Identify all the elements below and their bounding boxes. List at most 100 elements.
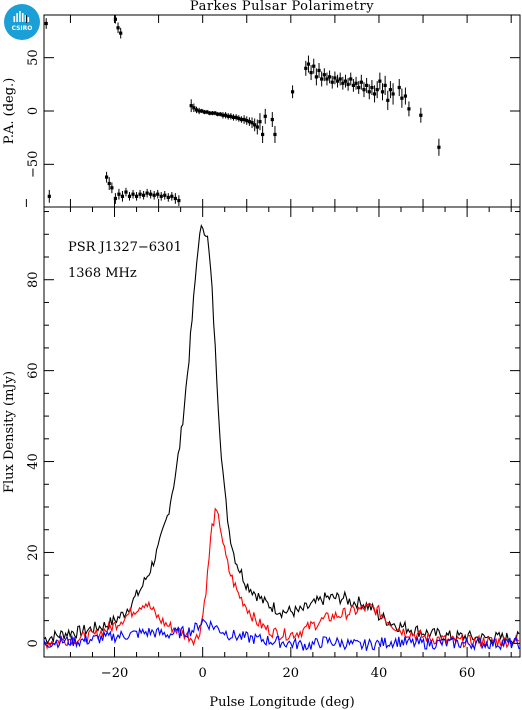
flux-series-line-1 — [43, 507, 520, 650]
pa-point — [213, 111, 217, 115]
pa-point — [419, 113, 423, 117]
pa-point — [177, 199, 181, 203]
pa-point — [437, 145, 441, 149]
pa-point — [375, 88, 379, 92]
flux-y-tick-label: 40 — [26, 453, 41, 470]
flux-x-tick-label: 60 — [459, 666, 476, 681]
pa-point — [245, 119, 249, 123]
pa-point — [349, 77, 353, 81]
pa-point — [391, 92, 395, 96]
pa-point — [397, 85, 401, 90]
pa-point — [173, 196, 177, 201]
flux-y-tick-label: 60 — [26, 362, 41, 379]
chart-title: Parkes Pulsar Polarimetry — [190, 0, 374, 14]
pa-point — [383, 83, 387, 87]
flux-x-tick-label: −20 — [101, 666, 128, 681]
pa-point — [119, 31, 123, 35]
pa-point — [386, 98, 390, 102]
pa-point — [189, 104, 193, 108]
pa-point — [309, 71, 313, 75]
pa-point — [44, 21, 48, 26]
pa-point — [250, 121, 254, 125]
pa-y-tick-label: −50 — [26, 151, 41, 178]
pa-point — [202, 110, 207, 114]
pa-panel-frame — [43, 14, 521, 208]
x-axis-label: Pulse Longitude (deg) — [209, 695, 354, 710]
pa-point — [359, 80, 363, 84]
pa-point — [192, 106, 196, 110]
pa-point — [197, 109, 201, 113]
frequency-annotation: 1368 MHz — [68, 266, 137, 281]
flux-series-line-2 — [43, 618, 520, 652]
pulsar-name-annotation: PSR J1327−6301 — [68, 240, 182, 255]
pa-point — [216, 112, 220, 116]
flux-y-axis-label: Flux Density (mJy) — [2, 371, 17, 493]
pa-point — [210, 111, 214, 115]
pa-point — [131, 192, 135, 196]
pa-point — [226, 114, 230, 118]
pa-point — [306, 62, 311, 66]
csiro-logo: CSIRO — [4, 4, 40, 40]
pa-point — [325, 77, 329, 81]
pa-point — [117, 192, 121, 196]
pa-y-axis-label: P.A. (deg.) — [2, 78, 17, 145]
pa-point — [388, 88, 393, 92]
pa-point — [229, 114, 233, 118]
pa-point — [261, 132, 265, 137]
csiro-logo-bars-icon — [13, 11, 30, 22]
pa-y-tick-label: 0 — [26, 107, 41, 115]
pa-point — [124, 190, 128, 194]
pa-point — [365, 83, 369, 87]
pa-point — [142, 193, 146, 197]
flux-y-tick-label: 0 — [26, 639, 41, 647]
pa-point — [273, 132, 277, 137]
pa-point — [407, 107, 411, 111]
pa-point — [149, 192, 153, 196]
pa-point — [253, 123, 257, 127]
pa-point — [194, 108, 199, 112]
pa-point — [239, 117, 244, 122]
flux-x-tick-label: 40 — [371, 666, 388, 681]
pa-point — [378, 79, 382, 83]
pa-panel: −50 0 50 P.A. (deg.) — [2, 14, 521, 208]
pa-point — [138, 192, 142, 196]
pa-point — [247, 120, 251, 124]
pa-point — [242, 117, 246, 122]
pa-point — [343, 79, 348, 83]
pa-point — [221, 113, 225, 117]
pa-point — [120, 194, 125, 198]
pa-point — [113, 17, 117, 21]
pa-point — [312, 64, 316, 68]
pa-point — [346, 82, 350, 86]
pa-point — [170, 194, 174, 198]
pa-point — [223, 113, 228, 117]
pa-point — [116, 26, 120, 30]
flux-ticks: 0 20 40 60 80 −20 0 20 40 60 — [26, 207, 520, 681]
pa-point — [134, 194, 139, 198]
pa-point — [270, 117, 274, 122]
flux-series-line-0 — [43, 223, 520, 645]
flux-panel: 0 20 40 60 80 −20 0 20 40 60 PSR J1327−6301 1368 … — [2, 206, 521, 710]
pa-point — [354, 81, 358, 85]
pa-point — [113, 196, 117, 201]
flux-y-tick-label: 20 — [26, 544, 41, 561]
pa-point — [159, 194, 163, 198]
pa-point — [127, 194, 132, 198]
pa-point — [47, 194, 51, 198]
pa-point — [166, 195, 170, 199]
pa-point — [400, 96, 404, 100]
flux-panel-frame — [43, 206, 521, 658]
pa-point — [237, 116, 241, 121]
pa-point — [320, 77, 324, 81]
pa-point — [163, 193, 167, 197]
pa-y-tick-label: 50 — [26, 49, 41, 66]
pa-point — [152, 193, 156, 197]
pa-point — [107, 181, 111, 186]
pa-point — [380, 90, 385, 94]
pa-point — [328, 75, 332, 79]
pa-points — [44, 15, 441, 206]
pa-point — [200, 109, 204, 113]
pa-point — [330, 80, 334, 84]
pa-point — [362, 88, 366, 92]
pa-point — [322, 73, 326, 77]
